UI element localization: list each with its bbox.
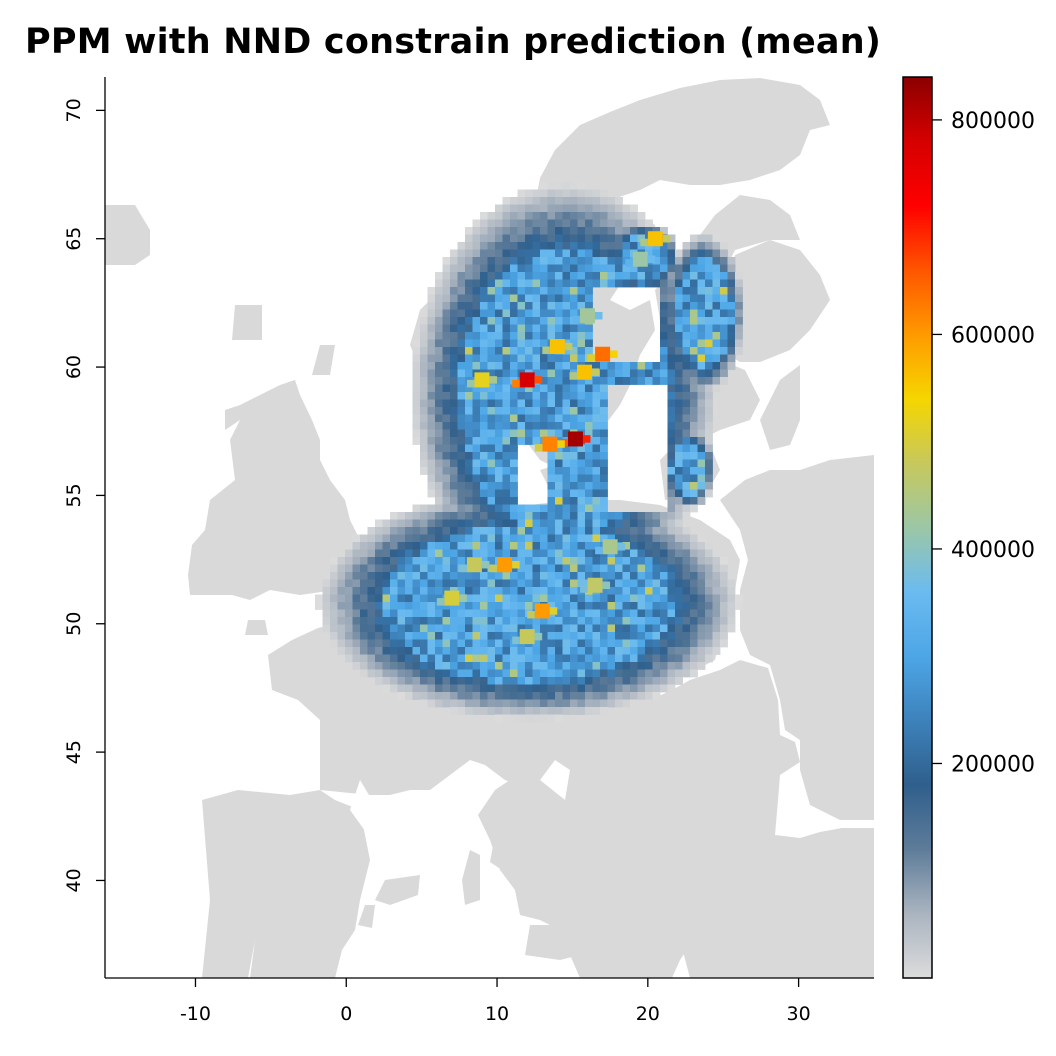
hotspot-cell bbox=[519, 372, 535, 388]
y-tick-label: 45 bbox=[63, 740, 85, 764]
hotspot-cell bbox=[542, 436, 558, 452]
y-tick-label: 40 bbox=[63, 868, 85, 892]
hotspot-cell bbox=[595, 346, 611, 362]
hotspot-cell bbox=[549, 339, 565, 355]
hotspot-cell bbox=[602, 539, 618, 555]
y-tick-label: 60 bbox=[63, 355, 85, 379]
legend-bar bbox=[902, 76, 933, 979]
x-tick-label: 30 bbox=[787, 1003, 811, 1025]
map-raster bbox=[105, 78, 874, 978]
y-tick-label: 65 bbox=[63, 227, 85, 251]
hotspot-cell bbox=[587, 577, 603, 593]
hotspot-cell bbox=[580, 308, 596, 324]
hotspot-cell bbox=[466, 557, 482, 573]
y-tick-label: 50 bbox=[63, 612, 85, 636]
x-tick-label: 20 bbox=[636, 1003, 660, 1025]
hotspot-cell bbox=[567, 431, 583, 447]
hotspot-cell bbox=[647, 231, 663, 247]
x-tick-label: 10 bbox=[485, 1003, 509, 1025]
hotspot-cell bbox=[444, 590, 460, 606]
hotspot-cell bbox=[632, 251, 648, 267]
hotspot-cell bbox=[474, 372, 490, 388]
hotspot-cell bbox=[576, 364, 592, 380]
plot-title: PPM with NND constrain prediction (mean) bbox=[25, 22, 882, 62]
hotspot-cell bbox=[519, 629, 535, 645]
hotspot-cell bbox=[497, 557, 513, 573]
hotspot-cell bbox=[534, 603, 550, 619]
prediction-cells bbox=[315, 182, 743, 723]
x-tick-label: 0 bbox=[340, 1003, 352, 1025]
y-tick-label: 55 bbox=[63, 483, 85, 507]
legend-tick-label: 200000 bbox=[951, 752, 1035, 777]
legend-tick-label: 600000 bbox=[951, 323, 1035, 348]
x-tick-label: -10 bbox=[180, 1003, 211, 1025]
axes: -10 0 10 20 30 40 45 50 55 60 65 70 bbox=[63, 77, 874, 1025]
legend-colorbar: 200000 400000 600000 800000 bbox=[902, 76, 1035, 979]
y-tick-label: 70 bbox=[63, 98, 85, 122]
legend-tick-label: 400000 bbox=[951, 538, 1035, 563]
legend-tick-label: 800000 bbox=[951, 109, 1035, 134]
